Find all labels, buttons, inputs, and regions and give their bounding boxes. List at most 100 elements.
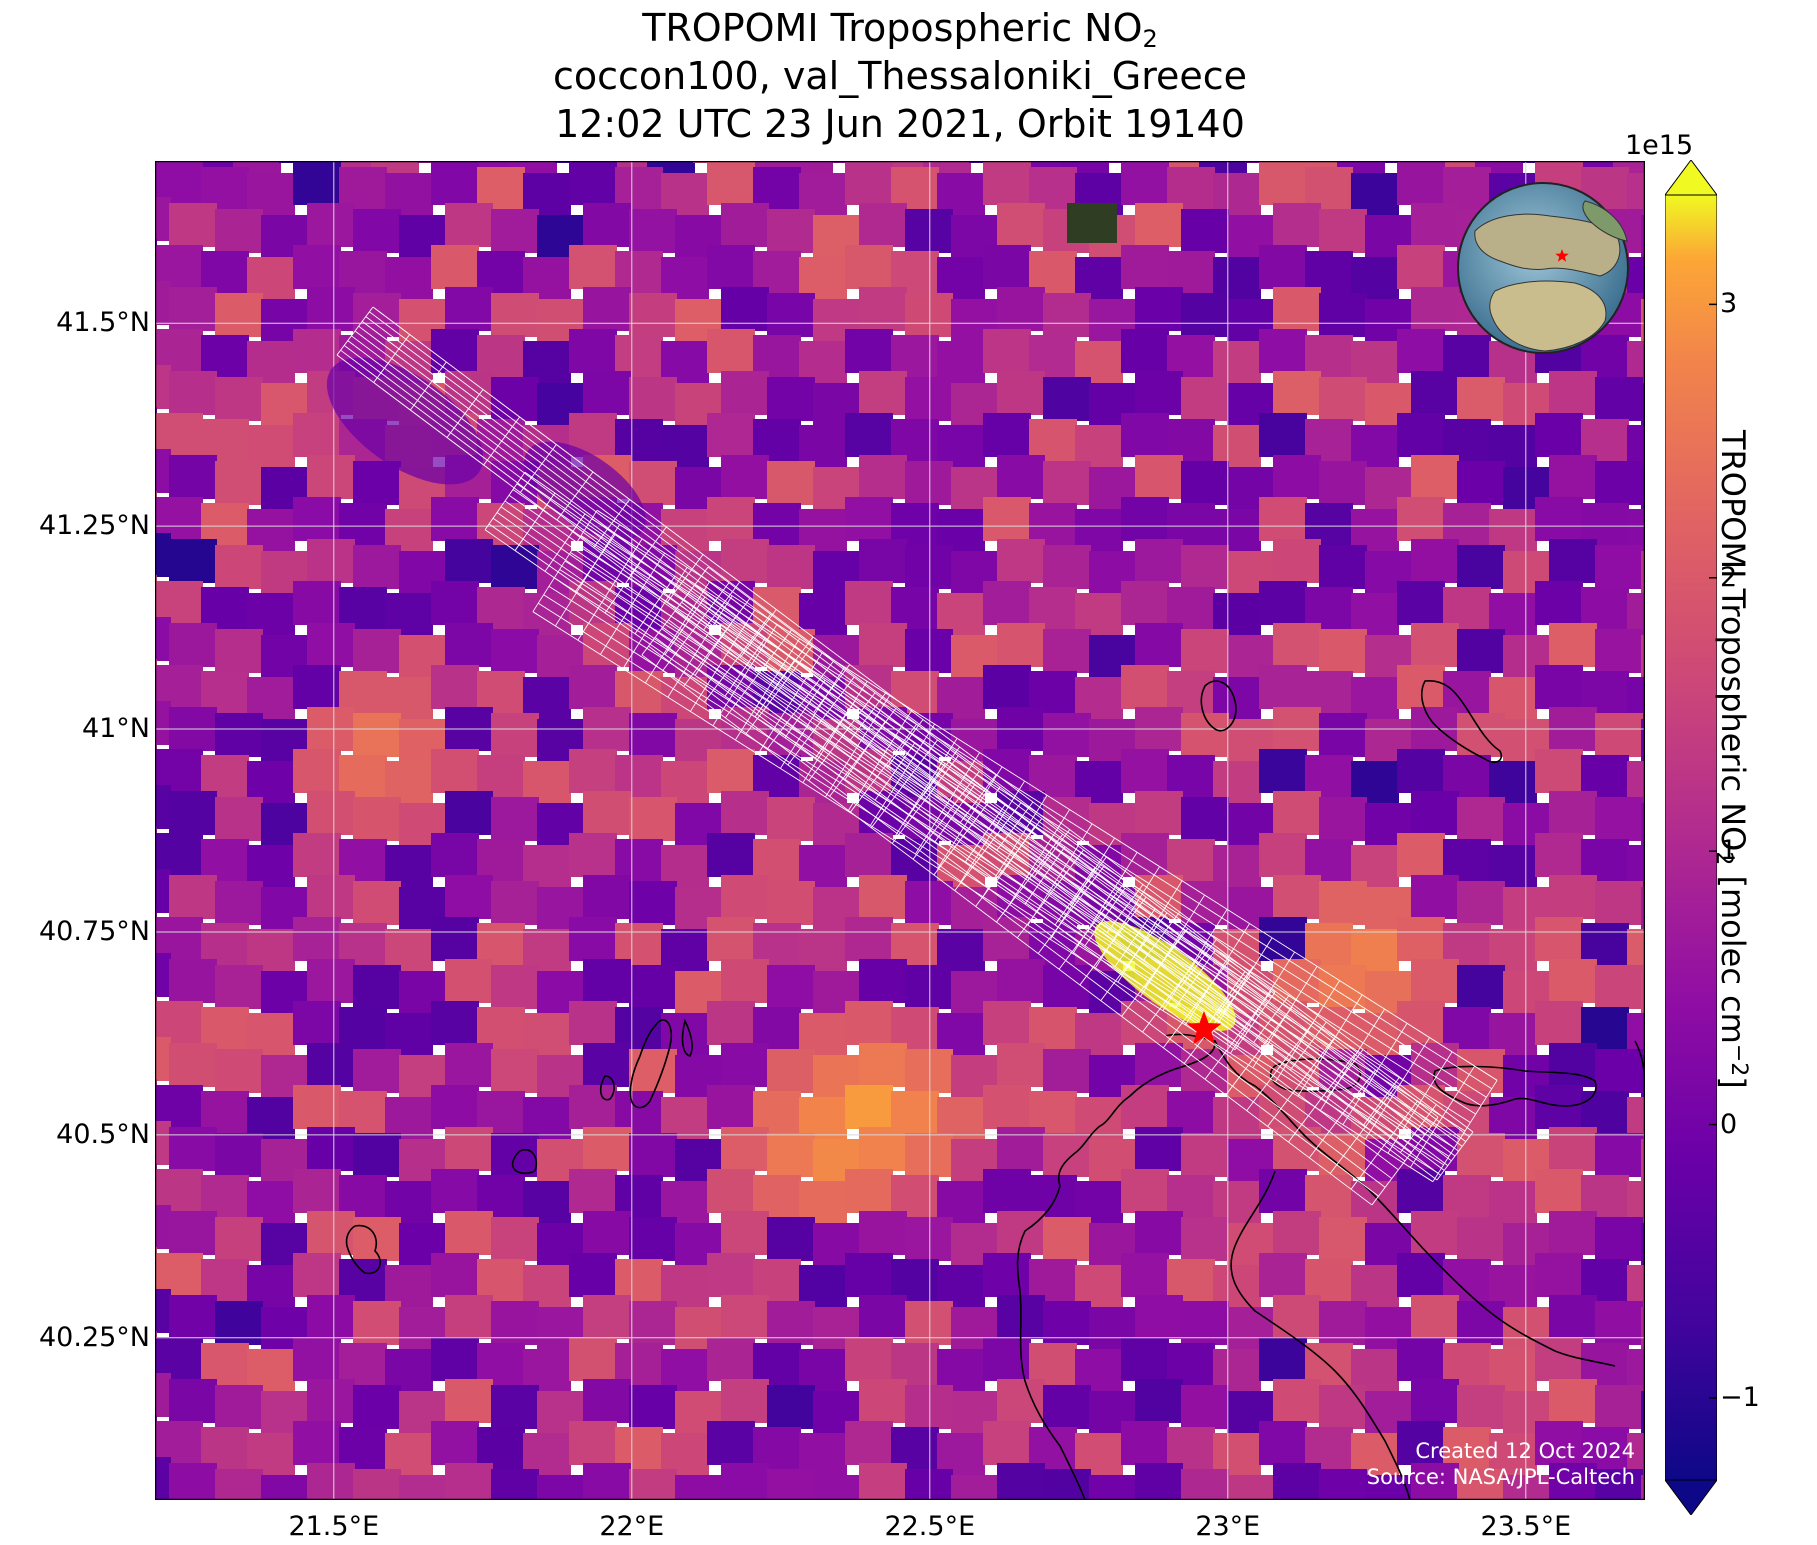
no2-pixel bbox=[293, 1169, 341, 1213]
no2-pixel bbox=[169, 875, 217, 919]
footprint-track-edge bbox=[512, 489, 1264, 1010]
no2-pixel bbox=[491, 965, 539, 1009]
no2-pixel bbox=[707, 749, 755, 793]
no2-pixel bbox=[905, 1385, 953, 1429]
no2-pixel bbox=[983, 1169, 1031, 1213]
no2-pixel bbox=[1627, 1013, 1645, 1057]
no2-pixel bbox=[1121, 749, 1169, 793]
no2-pixel bbox=[721, 455, 769, 499]
no2-pixel bbox=[1411, 959, 1459, 1003]
globe-africa-landmass bbox=[1489, 280, 1607, 352]
no2-pixel bbox=[1641, 299, 1645, 343]
no2-pixel bbox=[721, 875, 769, 919]
no2-pixel bbox=[1627, 257, 1645, 301]
no2-pixel bbox=[1273, 371, 1321, 415]
no2-pixel bbox=[431, 749, 479, 793]
no2-pixel bbox=[155, 1457, 171, 1500]
no2-pixel bbox=[1135, 1211, 1183, 1255]
no2-pixel bbox=[445, 203, 493, 247]
footprint-track-edge bbox=[586, 526, 1487, 1098]
no2-pixel bbox=[1397, 1001, 1445, 1045]
no2-pixel bbox=[1273, 1379, 1321, 1423]
no2-pixel bbox=[569, 1337, 617, 1381]
no2-pixel bbox=[859, 875, 907, 919]
lon-tick-label: 22°E bbox=[599, 1511, 665, 1542]
no2-pixel bbox=[1411, 791, 1459, 835]
colorbar-tick-marks bbox=[1709, 303, 1717, 1399]
map-canvas bbox=[155, 161, 1645, 1500]
footprint-track-edge bbox=[372, 306, 1474, 1133]
no2-pixel bbox=[155, 1121, 171, 1165]
no2-pixel bbox=[1319, 629, 1367, 673]
no2-pixel bbox=[629, 1217, 677, 1261]
no2-pixel bbox=[583, 791, 631, 835]
no2-pixel bbox=[445, 287, 493, 331]
no2-pixel bbox=[169, 1127, 217, 1171]
no2-pixel bbox=[569, 1001, 617, 1045]
no2-pixel bbox=[1319, 293, 1367, 337]
no2-pixel bbox=[169, 1463, 217, 1500]
no2-pixel bbox=[155, 1037, 171, 1081]
no2-pixel bbox=[1121, 1337, 1169, 1381]
no2-pixel bbox=[215, 377, 263, 421]
no2-pixel bbox=[1397, 1169, 1445, 1213]
no2-pixel bbox=[1365, 1475, 1413, 1500]
no2-pixel bbox=[767, 461, 815, 505]
no2-pixel bbox=[353, 1133, 401, 1177]
no2-pixel bbox=[1273, 791, 1321, 835]
no2-pixel bbox=[169, 1379, 217, 1423]
no2-pixel bbox=[1535, 1085, 1583, 1129]
no2-pixel bbox=[707, 245, 755, 289]
no2-pixel bbox=[1259, 1337, 1307, 1381]
no2-pixel bbox=[293, 1085, 341, 1129]
no2-pixel bbox=[1457, 377, 1505, 421]
no2-pixel bbox=[307, 791, 355, 835]
no2-pixel bbox=[1457, 1049, 1505, 1093]
no2-pixel bbox=[1595, 377, 1643, 421]
no2-pixel bbox=[491, 629, 539, 673]
no2-pixel bbox=[721, 287, 769, 331]
no2-pixel bbox=[1627, 1097, 1645, 1141]
footprint-track-edge bbox=[492, 517, 1244, 1039]
no2-pixel bbox=[1535, 1001, 1583, 1045]
no2-pixel bbox=[307, 623, 355, 667]
no2-pixel bbox=[1457, 881, 1505, 925]
no2-pixel bbox=[431, 665, 479, 709]
no2-pixel bbox=[1135, 623, 1183, 667]
no2-pixel bbox=[845, 161, 893, 205]
no2-pixel bbox=[1595, 1469, 1643, 1500]
no2-pixel bbox=[583, 1463, 631, 1500]
no2-pixel bbox=[1319, 545, 1367, 589]
no2-pixel bbox=[215, 713, 263, 757]
no2-pixel bbox=[1595, 461, 1643, 505]
no2-pixel bbox=[1043, 545, 1091, 589]
no2-pixel bbox=[169, 371, 217, 415]
no2-pixel bbox=[1457, 461, 1505, 505]
footprint-track-edge bbox=[516, 483, 1268, 1005]
no2-pixel bbox=[859, 1463, 907, 1500]
no2-pixel bbox=[307, 539, 355, 583]
no2-pixel bbox=[491, 881, 539, 925]
no2-pixel bbox=[983, 581, 1031, 625]
no2-pixel bbox=[1549, 539, 1597, 583]
no2-pixel bbox=[1135, 1043, 1183, 1087]
chart-title-line-2: coccon100, val_Thessaloniki_Greece bbox=[552, 54, 1248, 98]
no2-pixel bbox=[491, 209, 539, 253]
coastline-peninsula bbox=[1230, 1170, 1411, 1500]
colorbar-label-units: [molec cm bbox=[1714, 865, 1752, 1044]
no2-pixel bbox=[1397, 245, 1445, 289]
no2-pixel bbox=[1259, 1253, 1307, 1297]
no2-pixel bbox=[491, 797, 539, 841]
no2-pixel bbox=[261, 1475, 309, 1500]
no2-pixel bbox=[353, 713, 401, 757]
no2-pixel bbox=[859, 1043, 907, 1087]
no2-pixel bbox=[629, 965, 677, 1009]
no2-pixel bbox=[169, 287, 217, 331]
no2-pixel bbox=[155, 197, 171, 241]
no2-pixel bbox=[1397, 833, 1445, 877]
no2-pixel bbox=[1181, 209, 1229, 253]
no2-pixel bbox=[583, 1127, 631, 1171]
no2-pixel bbox=[1549, 623, 1597, 667]
footprint-track-edge bbox=[554, 577, 1455, 1149]
no2-pixel bbox=[997, 371, 1045, 415]
